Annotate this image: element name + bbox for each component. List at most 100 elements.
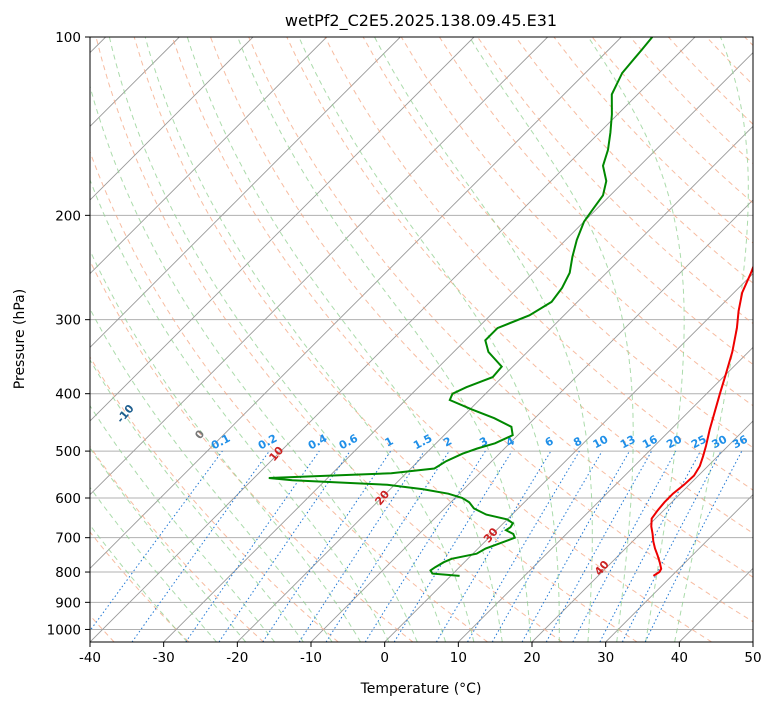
x-tick-label: -40 bbox=[79, 650, 101, 666]
adiabat-label: 40 bbox=[592, 558, 612, 578]
mixing-ratio-line bbox=[364, 450, 486, 642]
mixing-ratio-label: 6 bbox=[543, 434, 556, 449]
dry-adiabat bbox=[515, 37, 753, 284]
y-axis-label: Pressure (hPa) bbox=[12, 289, 28, 389]
moist-adiabat bbox=[469, 37, 634, 642]
isotherm bbox=[752, 641, 753, 642]
moist-adiabat bbox=[237, 37, 532, 642]
mixing-ratio-line bbox=[218, 450, 351, 642]
mixing-ratio-line bbox=[325, 450, 450, 642]
dry-adiabat bbox=[286, 37, 753, 534]
isotherm bbox=[90, 37, 696, 642]
isotherm bbox=[310, 199, 753, 642]
dry-adiabat bbox=[90, 445, 264, 642]
moist-adiabat bbox=[298, 37, 560, 642]
x-tick-label: 50 bbox=[744, 650, 761, 666]
dry-adiabat bbox=[400, 37, 753, 407]
mixing-ratio-label: 36 bbox=[730, 433, 750, 452]
isotherm bbox=[90, 37, 548, 496]
dry-adiabat bbox=[90, 150, 488, 642]
moist-adiabat bbox=[674, 37, 749, 642]
dry-adiabat bbox=[668, 37, 753, 125]
isotherm bbox=[531, 420, 753, 642]
mixing-ratio-label: 10 bbox=[591, 432, 611, 451]
moist-adiabat bbox=[90, 358, 304, 642]
mixing-ratio-line bbox=[393, 450, 513, 642]
moist-adiabat bbox=[90, 84, 418, 642]
y-tick-label: 900 bbox=[55, 595, 81, 611]
x-tick-label: 0 bbox=[380, 650, 389, 666]
mixing-ratio-line bbox=[467, 450, 580, 642]
y-tick-label: 300 bbox=[55, 313, 81, 329]
temperature-profile-line bbox=[650, 264, 753, 577]
mixing-ratio-line bbox=[298, 450, 425, 642]
dewpoint-profile-line bbox=[268, 37, 654, 577]
isotherm bbox=[90, 37, 401, 348]
x-axis-label: Temperature (°C) bbox=[360, 681, 482, 697]
mixing-ratio-label: 16 bbox=[640, 433, 660, 452]
isotherm bbox=[90, 37, 622, 569]
adiabat-label: -10 bbox=[114, 402, 137, 426]
dry-adiabat bbox=[591, 37, 753, 204]
y-tick-label: 200 bbox=[55, 208, 81, 224]
mixing-ratio-label: 1.5 bbox=[411, 432, 434, 453]
x-tick-label: -10 bbox=[300, 650, 322, 666]
mixing-ratio-line bbox=[545, 450, 653, 642]
moist-adiabat bbox=[90, 249, 362, 642]
x-tick-label: -20 bbox=[226, 650, 248, 666]
y-tick-label: 600 bbox=[55, 491, 81, 507]
mixing-ratio-label: 20 bbox=[664, 432, 684, 451]
dry-adiabat bbox=[438, 37, 753, 366]
moist-adiabat bbox=[144, 37, 475, 642]
moist-adiabat bbox=[587, 37, 685, 642]
dry-adiabat bbox=[744, 37, 753, 47]
isotherm bbox=[90, 37, 475, 422]
isotherm bbox=[163, 52, 753, 642]
isotherm bbox=[384, 273, 753, 642]
dry-adiabat bbox=[248, 37, 753, 578]
y-tick-label: 700 bbox=[55, 531, 81, 547]
mixing-ratio-line bbox=[262, 450, 392, 642]
mixing-ratio-label: 13 bbox=[618, 433, 638, 452]
moist-adiabat bbox=[90, 404, 275, 642]
isotherm bbox=[90, 37, 327, 275]
x-tick-label: 30 bbox=[597, 650, 614, 666]
mixing-ratio-line bbox=[521, 450, 630, 642]
x-tick-label: 20 bbox=[523, 650, 540, 666]
mixing-ratio-label: 0.1 bbox=[209, 432, 232, 453]
dry-adiabat bbox=[90, 531, 190, 642]
y-tick-label: 800 bbox=[55, 565, 81, 581]
y-tick-label: 100 bbox=[55, 30, 81, 46]
mixing-ratio-line bbox=[572, 450, 677, 642]
y-tick-label: 400 bbox=[55, 387, 81, 403]
y-tick-label: 500 bbox=[55, 444, 81, 460]
moist-adiabat bbox=[90, 486, 217, 642]
mixing-ratio-line bbox=[185, 450, 320, 642]
dry-adiabat bbox=[210, 37, 753, 623]
moist-adiabat bbox=[108, 37, 446, 642]
mixing-ratio-label: 8 bbox=[571, 434, 584, 449]
mixing-ratio-line bbox=[644, 450, 743, 642]
x-tick-label: 40 bbox=[671, 650, 688, 666]
mixing-ratio-label: 25 bbox=[689, 433, 709, 452]
dry-adiabat bbox=[133, 37, 638, 642]
mixing-ratio-label: 0.4 bbox=[306, 432, 330, 453]
dry-adiabat bbox=[553, 37, 753, 244]
chart-title: wetPf2_C2E5.2025.138.09.45.E31 bbox=[285, 11, 557, 31]
moist-adiabat bbox=[374, 37, 593, 642]
isotherm bbox=[458, 346, 753, 642]
y-tick-label: 1000 bbox=[47, 622, 81, 638]
moist-adiabat bbox=[90, 178, 390, 642]
moist-adiabat bbox=[90, 524, 188, 642]
mixing-ratio-label: 30 bbox=[710, 433, 730, 452]
dry-adiabat bbox=[95, 37, 563, 642]
moist-adiabat bbox=[90, 447, 247, 642]
mixing-ratio-label: 1 bbox=[383, 434, 396, 449]
moist-adiabat bbox=[186, 37, 503, 642]
mixing-ratio-line bbox=[90, 450, 223, 632]
x-tick-label: 10 bbox=[450, 650, 467, 666]
mixing-ratio-line bbox=[131, 450, 270, 642]
dry-adiabat bbox=[171, 37, 712, 642]
x-tick-label: -30 bbox=[153, 650, 175, 666]
